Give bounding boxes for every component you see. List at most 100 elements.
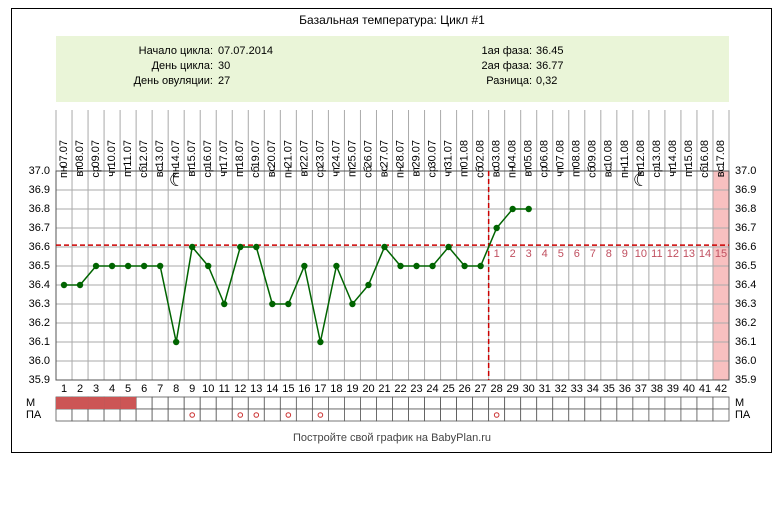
pa-cell — [295, 408, 313, 422]
luteal-day: 3 — [526, 248, 532, 260]
y-tick-label: 36.2 — [29, 317, 50, 329]
luteal-day: 1 — [494, 248, 500, 260]
date-label: 11.07 — [122, 140, 134, 167]
date-label: 18.07 — [234, 140, 246, 168]
luteal-day: 15 — [715, 248, 727, 260]
info-value: 0,32 — [536, 75, 557, 87]
luteal-day: 13 — [683, 248, 695, 260]
pa-cell — [328, 408, 345, 422]
date-label: 08.08 — [571, 140, 583, 168]
temperature-point — [333, 262, 340, 270]
date-label: 21.07 — [282, 140, 294, 168]
day-number: 5 — [125, 383, 131, 395]
m-cell — [680, 396, 698, 410]
pa-cell — [664, 408, 682, 422]
weekday-label: ср — [202, 166, 214, 178]
pa-cell — [311, 408, 329, 422]
temperature-point — [445, 243, 452, 251]
pa-cell — [616, 408, 634, 422]
pa-cell — [504, 408, 522, 422]
weekday-label: вс — [715, 166, 727, 178]
m-cell — [488, 396, 506, 410]
luteal-day: 7 — [590, 248, 596, 260]
luteal-day: 14 — [699, 248, 711, 260]
day-number: 42 — [715, 383, 727, 395]
pa-cell — [408, 408, 425, 422]
day-number: 41 — [699, 383, 711, 395]
weekday-label: чт — [218, 166, 230, 177]
day-number: 17 — [314, 383, 326, 395]
y-tick-label-right: 36.6 — [735, 241, 756, 253]
y-tick-label: 36.7 — [29, 222, 50, 234]
weekday-label: вт — [74, 166, 86, 177]
day-number: 9 — [189, 383, 195, 395]
weekday-label: вс — [491, 166, 503, 178]
menstruation-mark — [88, 397, 105, 409]
pa-cell — [263, 408, 281, 422]
info-value: 30 — [218, 60, 230, 72]
temperature-point — [172, 338, 180, 346]
day-number: 19 — [346, 383, 358, 395]
pa-cell — [440, 408, 457, 422]
weekday-label: пн — [58, 166, 70, 178]
weekday-label: пт — [459, 166, 471, 177]
weekday-label: чт — [442, 166, 454, 177]
temperature-point — [493, 224, 500, 232]
day-number: 23 — [410, 383, 422, 395]
day-number: 25 — [442, 383, 454, 395]
m-cell — [584, 396, 602, 410]
pa-mark — [189, 412, 196, 418]
date-label: 08.07 — [74, 140, 86, 168]
weekday-label: пт — [122, 166, 134, 177]
pa-cell — [119, 408, 137, 422]
pa-cell — [424, 408, 441, 422]
pa-cell — [71, 408, 89, 422]
date-label: 10.08 — [603, 140, 615, 168]
m-cell — [648, 396, 666, 410]
pa-cell — [167, 408, 185, 422]
temperature-point — [317, 338, 324, 346]
day-number: 33 — [571, 383, 583, 395]
weekday-label: вс — [154, 166, 166, 178]
date-label: 16.07 — [202, 140, 214, 168]
temperature-point — [413, 262, 420, 270]
pa-cell — [552, 408, 570, 422]
day-number: 27 — [475, 383, 487, 395]
date-label: 09.07 — [90, 140, 102, 168]
pa-cell — [247, 408, 265, 422]
menstruation-mark — [72, 397, 89, 409]
m-cell — [279, 396, 297, 410]
weekday-label: ср — [539, 166, 551, 178]
day-number: 30 — [523, 383, 535, 395]
temperature-point — [397, 262, 404, 270]
luteal-day: 12 — [667, 248, 679, 260]
chart-title: Базальная температура: Цикл #1 — [299, 13, 485, 27]
temperature-point — [205, 262, 212, 270]
date-label: 13.08 — [651, 140, 663, 168]
weekday-label: вт — [635, 166, 647, 177]
m-cell — [392, 396, 409, 410]
weekday-label: чт — [106, 166, 118, 177]
day-number: 34 — [587, 383, 599, 395]
pa-cell — [680, 408, 698, 422]
y-tick-label-right: 37.0 — [735, 165, 756, 177]
day-number: 8 — [173, 383, 179, 395]
day-number: 4 — [109, 383, 115, 395]
m-cell — [215, 396, 233, 410]
day-number: 22 — [394, 383, 406, 395]
day-number: 7 — [157, 383, 163, 395]
weekday-label: сб — [699, 166, 711, 178]
m-cell — [632, 396, 650, 410]
day-number: 26 — [458, 383, 470, 395]
m-cell — [263, 396, 281, 410]
y-tick-label: 37.0 — [29, 165, 50, 177]
pa-cell — [712, 408, 730, 422]
day-number: 15 — [282, 383, 294, 395]
temperature-point — [108, 262, 116, 270]
date-label: 29.07 — [410, 140, 422, 168]
date-label: 19.07 — [250, 140, 262, 168]
weekday-label: пт — [683, 166, 695, 177]
day-number: 13 — [250, 383, 262, 395]
pa-cell — [279, 408, 297, 422]
